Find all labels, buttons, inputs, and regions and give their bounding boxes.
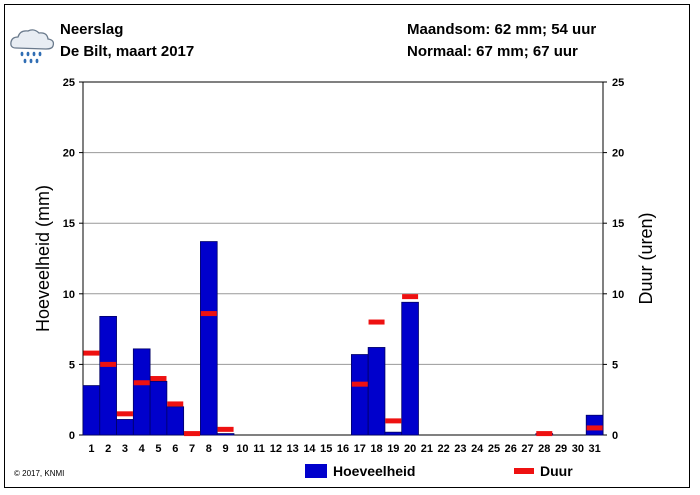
duration-marker-day-9: [217, 426, 234, 432]
duration-marker-day-1: [83, 350, 100, 356]
legend-duration-label: Duur: [540, 463, 573, 479]
x-tick-label: 30: [572, 443, 584, 455]
duration-marker-day-6: [167, 401, 184, 407]
bar-day-31: [585, 414, 604, 436]
x-tick-label: 8: [206, 443, 212, 455]
duration-marker-day-3: [116, 411, 133, 417]
x-tick-label: 2: [105, 443, 111, 455]
bar-day-1: [82, 385, 101, 436]
x-tick-label: 9: [223, 443, 229, 455]
y-tick-label: 25: [63, 77, 75, 89]
x-tick-label: 28: [538, 443, 550, 455]
bar-day-9: [216, 433, 235, 436]
legend-duration: Duur: [514, 462, 573, 480]
bar-day-4: [132, 348, 151, 436]
x-tick-label: 31: [588, 443, 600, 455]
y2-axis-title: Duur (uren): [636, 212, 656, 304]
x-tick-label: 7: [189, 443, 195, 455]
x-tick-label: 27: [521, 443, 533, 455]
duration-marker-day-28: [536, 431, 553, 437]
x-tick-label: 17: [354, 443, 366, 455]
normal-values: Normaal: 67 mm; 67 uur: [407, 43, 578, 60]
bar-day-3: [116, 419, 134, 436]
rain-cloud-icon: [10, 29, 55, 64]
x-tick-label: 5: [155, 443, 161, 455]
x-tick-label: 21: [421, 443, 433, 455]
x-tick-label: 14: [303, 443, 316, 455]
bar-day-20: [401, 301, 419, 436]
legend-amount-swatch: [305, 464, 327, 478]
y-tick-label: 10: [63, 289, 75, 301]
duration-marker-day-19: [385, 418, 402, 424]
x-tick-label: 23: [454, 443, 466, 455]
x-tick-label: 18: [370, 443, 382, 455]
duration-marker-day-8: [200, 311, 217, 317]
y2-tick-label: 15: [612, 218, 624, 230]
x-tick-label: 25: [488, 443, 500, 455]
y2-tick-label: 10: [612, 289, 624, 301]
x-tick-label: 13: [287, 443, 299, 455]
y2-tick-label: 0: [612, 430, 618, 442]
duration-marker-day-7: [184, 431, 201, 437]
y-axis-title: Hoeveelheid (mm): [33, 185, 53, 332]
chart-subtitle: De Bilt, maart 2017: [60, 43, 195, 60]
x-tick-label: 24: [471, 443, 484, 455]
duration-marker-day-20: [402, 294, 419, 300]
x-tick-label: 1: [88, 443, 94, 455]
y-tick-label: 5: [69, 359, 75, 371]
bar-day-19: [384, 431, 403, 436]
legend-amount: Hoeveelheid: [305, 462, 415, 480]
copyright: © 2017, KNMI: [14, 469, 65, 478]
y2-tick-label: 25: [612, 77, 624, 89]
bar-day-18: [367, 347, 386, 436]
duration-marker-day-5: [150, 376, 167, 382]
y2-tick-label: 20: [612, 148, 624, 160]
plot-area: [82, 81, 604, 436]
bar-day-17: [350, 354, 369, 436]
x-tick-label: 26: [505, 443, 517, 455]
duration-marker-day-2: [100, 361, 117, 367]
bar-day-2: [99, 315, 117, 436]
x-tick-label: 22: [438, 443, 450, 455]
x-tick-label: 3: [122, 443, 128, 455]
y2-tick-label: 5: [612, 359, 618, 371]
x-tick-label: 12: [270, 443, 282, 455]
duration-marker-day-17: [351, 381, 368, 387]
x-tick-label: 16: [337, 443, 349, 455]
x-tick-label: 4: [139, 443, 146, 455]
monthly-sum: Maandsom: 62 mm; 54 uur: [407, 21, 597, 38]
bar-day-5: [149, 380, 168, 436]
x-tick-label: 10: [236, 443, 248, 455]
x-tick-label: 6: [172, 443, 178, 455]
x-tick-label: 20: [404, 443, 416, 455]
x-tick-label: 11: [253, 443, 265, 455]
y-tick-label: 0: [69, 430, 75, 442]
chart-frame: [4, 4, 690, 488]
y-tick-label: 20: [63, 148, 75, 160]
duration-marker-day-18: [368, 319, 385, 325]
legend-amount-label: Hoeveelheid: [333, 463, 416, 479]
x-tick-label: 19: [387, 443, 399, 455]
bar-day-6: [166, 406, 185, 436]
x-tick-label: 15: [320, 443, 332, 455]
duration-marker-day-4: [133, 380, 150, 386]
bar-day-8: [200, 241, 218, 436]
chart-title: Neerslag: [60, 21, 124, 38]
y-tick-label: 15: [63, 218, 75, 230]
duration-marker-day-31: [586, 425, 603, 431]
x-tick-label: 29: [555, 443, 567, 455]
legend-duration-swatch: [514, 468, 534, 474]
